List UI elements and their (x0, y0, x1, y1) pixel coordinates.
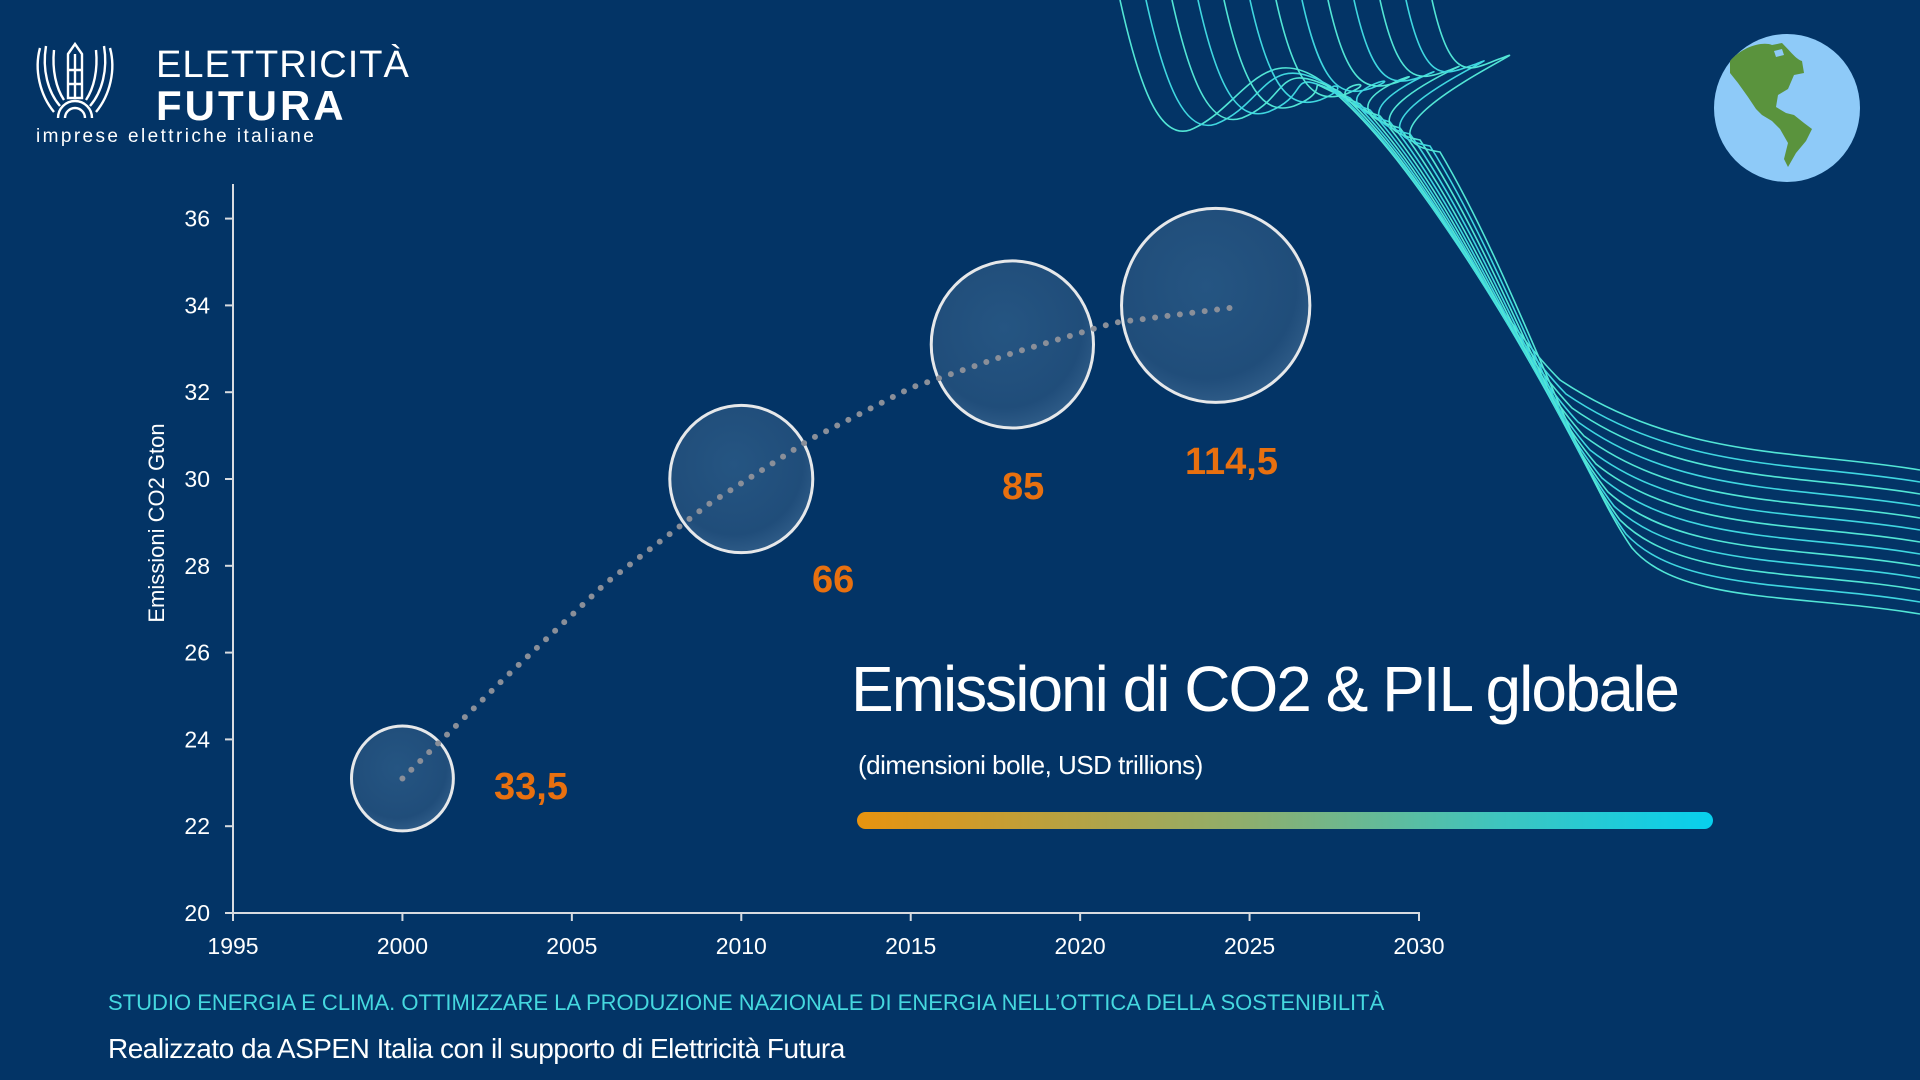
wave-line (1398, 0, 1920, 603)
x-tick-label: 2010 (716, 933, 767, 959)
wave-line (1249, 0, 1920, 531)
wave-line (1197, 0, 1920, 507)
logo-line2: FUTURA (156, 82, 347, 129)
y-tick-label: 36 (184, 206, 210, 232)
bubble-2010 (668, 403, 815, 555)
wave-line (1145, 0, 1920, 483)
wave-line (1119, 0, 1920, 471)
x-tick-label: 2030 (1393, 933, 1444, 959)
wave-line (1327, 0, 1920, 567)
chart-title: Emissioni di CO2 & PIL globale (851, 653, 1680, 725)
globe-icon (1714, 34, 1860, 182)
y-tick-label: 34 (184, 292, 210, 318)
logo-line1: ELETTRICITÀ (156, 44, 410, 86)
y-tick-label: 30 (184, 466, 210, 492)
y-tick-label: 32 (184, 379, 210, 405)
bubble-label-2000: 33,5 (494, 766, 568, 808)
y-tick-label: 28 (184, 553, 210, 579)
wave-line (1353, 0, 1920, 579)
wave-line (1301, 0, 1920, 555)
x-tick-label: 2000 (377, 933, 428, 959)
gradient-bar (857, 812, 1713, 829)
x-tick-label: 2005 (546, 933, 597, 959)
y-tick-label: 22 (184, 813, 210, 839)
x-tick-label: 2025 (1224, 933, 1275, 959)
wave-line (1223, 0, 1920, 519)
x-tick-label: 2020 (1055, 933, 1106, 959)
bubble-label-2024: 114,5 (1185, 441, 1278, 483)
chart-subtitle: (dimensioni bolle, USD trillions) (858, 750, 1203, 780)
eagle-logo-icon (36, 41, 114, 119)
x-tick-label: 2015 (885, 933, 936, 959)
y-tick-label: 24 (184, 726, 210, 752)
x-tick-label: 1995 (207, 933, 258, 959)
y-tick-label: 26 (184, 640, 210, 666)
footer-study-title: STUDIO ENERGIA E CLIMA. OTTIMIZZARE LA P… (108, 990, 1385, 1015)
y-axis-label: Emissioni CO2 Gton (144, 423, 169, 623)
bubble-label-2010: 66 (812, 559, 855, 601)
trend-dotted-line (399, 304, 1236, 782)
bubble-2018 (929, 259, 1096, 430)
bubble-2024 (1120, 206, 1312, 404)
wave-line (1275, 0, 1920, 543)
footer-credit: Realizzato da ASPEN Italia con il suppor… (108, 1033, 845, 1064)
y-tick-label: 20 (184, 900, 210, 926)
wave-line (1409, 0, 1920, 615)
logo-tagline: imprese elettriche italiane (36, 126, 317, 147)
wave-line (1171, 0, 1920, 495)
bubble-label-2018: 85 (1002, 466, 1045, 508)
